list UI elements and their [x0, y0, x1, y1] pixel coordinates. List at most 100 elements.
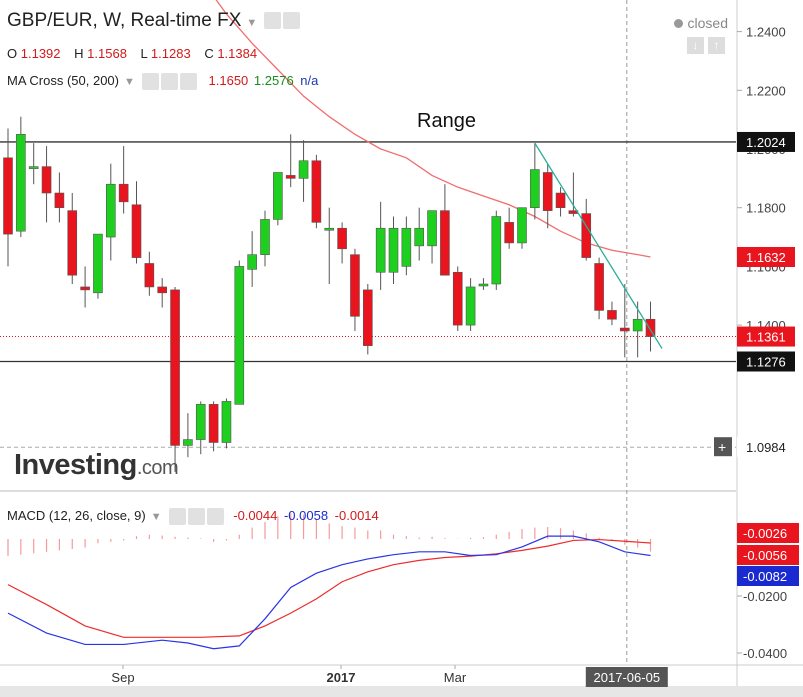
price-label-box	[737, 326, 795, 347]
market-status-text: closed	[687, 15, 728, 31]
candle-body	[93, 233, 103, 294]
candle-body	[375, 227, 386, 273]
macd-signal-value: -0.0014	[334, 508, 379, 523]
candle-body	[247, 254, 257, 270]
macd-close-icon[interactable]	[206, 508, 224, 526]
candle-body	[285, 175, 296, 179]
range-annotation: Range	[417, 110, 476, 132]
candle-body	[530, 169, 540, 208]
candle-body	[118, 183, 129, 203]
candle-body	[260, 219, 270, 255]
candle-body	[131, 204, 142, 258]
candle-body	[3, 157, 13, 235]
ma-close-icon[interactable]	[179, 73, 197, 91]
price-label-box	[737, 437, 795, 458]
candle-body	[542, 172, 553, 211]
candle-body	[478, 283, 489, 287]
crosshair-date-label: 2017-06-05	[594, 670, 661, 685]
ohlc-open-label: O	[7, 46, 18, 61]
ma-eye-icon[interactable]	[141, 73, 159, 91]
macd-signal-line	[7, 538, 651, 638]
candle-body	[170, 289, 180, 446]
candle-body	[440, 210, 450, 276]
logo-suffix: .com	[136, 457, 179, 479]
price-tick-label: 1.1800	[746, 201, 786, 216]
price-label-box	[737, 247, 795, 268]
ma-gear-icon[interactable]	[160, 73, 178, 91]
price-label-text: 1.1276	[746, 354, 786, 369]
sell-arrow-icon[interactable]: ↓	[687, 37, 704, 54]
macd-label-box	[737, 523, 799, 543]
candle-body	[311, 160, 322, 223]
macd-label-box	[737, 566, 799, 586]
macd-line	[7, 535, 651, 650]
macd-label: MACD (12, 26, close, 9)	[7, 508, 146, 523]
settings-gear-icon[interactable]	[283, 12, 301, 30]
macd-label-text: -0.0026	[743, 526, 787, 541]
candle-body	[452, 271, 463, 326]
candle-body	[414, 227, 425, 247]
time-tick-label: Mar	[444, 670, 467, 685]
price-label-box	[737, 351, 795, 372]
candle-body	[298, 160, 309, 179]
ma-dropdown-icon[interactable]: ▼	[124, 76, 135, 88]
macd-dropdown-icon[interactable]: ▼	[150, 511, 162, 523]
price-label-box	[737, 131, 795, 152]
candle-body	[273, 172, 283, 220]
candle-body	[619, 327, 630, 332]
macd-line-value: -0.0058	[283, 508, 329, 523]
ohlc-high-value: 1.1568	[87, 46, 127, 61]
candle-body	[632, 318, 643, 332]
candle-body	[157, 286, 167, 294]
candle-body	[337, 227, 347, 250]
macd-gear-icon[interactable]	[187, 508, 205, 526]
market-status: closed	[673, 15, 728, 31]
ohlc-close-value: 1.1384	[217, 46, 258, 61]
footer-strip	[0, 686, 803, 697]
logo-main: Investing	[14, 449, 137, 481]
candle-body	[183, 439, 193, 446]
candle-body	[645, 318, 656, 337]
ma-cross-label: MA Cross (50, 200)	[7, 73, 119, 88]
visibility-eye-icon[interactable]	[264, 12, 282, 30]
price-label-text: 1.0984	[746, 440, 786, 455]
ohlc-high-label: H	[74, 46, 84, 61]
crosshair-date-box	[585, 667, 668, 687]
macd-eye-icon[interactable]	[168, 508, 186, 526]
price-label-text: 1.1632	[746, 250, 786, 265]
title-dropdown-icon[interactable]: ▼	[246, 17, 258, 29]
macd-legend: MACD (12, 26, close, 9) ▼ -0.0044 -0.0058…	[7, 508, 379, 526]
ohlc-low-label: L	[140, 46, 148, 61]
time-tick-label: Sep	[111, 670, 134, 685]
macd-label-box	[737, 545, 799, 565]
candle-body	[581, 213, 592, 258]
order-buttons: ↓ ↑	[683, 36, 725, 54]
candle-body	[16, 134, 26, 232]
candle-body	[594, 263, 604, 311]
trend-line	[534, 142, 663, 349]
candle-body	[221, 401, 232, 443]
ma200-value: 1.2576	[253, 73, 294, 88]
plus-icon: +	[718, 439, 726, 455]
buy-arrow-icon[interactable]: ↑	[708, 37, 725, 54]
candle-body	[350, 254, 360, 317]
macd-label-text: -0.0082	[743, 569, 787, 584]
candle-body	[504, 222, 514, 244]
time-tick-label: 2017	[327, 670, 356, 685]
ma50-value: 1.1650	[208, 73, 249, 88]
candle-body	[208, 404, 219, 443]
candle-body	[28, 166, 39, 169]
candle-body	[67, 210, 78, 276]
crosshair-plus-button	[714, 437, 732, 457]
price-tick-label: 1.2400	[746, 25, 786, 40]
candle-body	[491, 216, 502, 285]
candle-body	[517, 207, 527, 244]
ohlc-close-label: C	[204, 46, 214, 61]
macd-hist-value: -0.0044	[233, 508, 278, 523]
candle-body	[324, 227, 335, 231]
ma-na-value: n/a	[300, 73, 319, 88]
chart-title: GBP/EUR, W, Real-time FX ▼	[7, 10, 301, 32]
status-dot-icon	[673, 19, 683, 28]
